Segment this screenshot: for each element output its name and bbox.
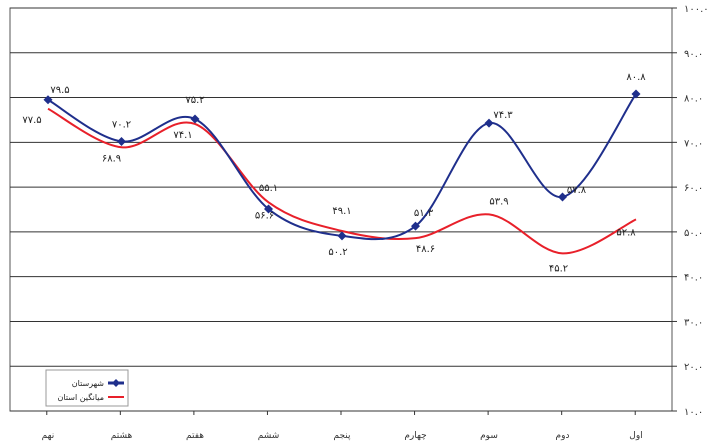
y-tick-label: ۳۰.۰ [684, 317, 703, 328]
data-point [631, 89, 641, 99]
x-tick-label: هفتم [186, 431, 204, 441]
data-point [558, 192, 567, 202]
data-point [411, 221, 420, 231]
x-tick-label: پنجم [333, 431, 351, 441]
y-tick-label: ۸۰.۰ [684, 94, 703, 105]
x-tick-label: هشتم [111, 431, 133, 441]
data-label: ۷۴.۱ [173, 130, 192, 141]
x-tick-label: چهارم [404, 431, 426, 441]
x-tick-label: اول [629, 431, 642, 441]
data-label: ۵۱.۳ [414, 208, 434, 219]
data-label: ۵۲.۸ [616, 227, 636, 238]
data-label: ۷۴.۳ [493, 110, 513, 121]
data-label: ۴۸.۶ [416, 244, 435, 255]
series-line [47, 93, 637, 241]
data-point [117, 136, 126, 146]
data-label: ۶۸.۹ [102, 153, 121, 164]
data-point [43, 95, 53, 105]
data-label: ۴۵.۲ [549, 263, 568, 274]
data-label: ۵۰.۲ [328, 247, 347, 258]
data-label: ۵۵.۱ [259, 183, 278, 194]
data-point [190, 114, 200, 124]
x-axis-ticks: نهم هشتم هفتم ششم پنجم چهارم سوم دوم اول [42, 411, 643, 441]
data-labels: ۷۹.۵ ۷۰.۲ ۷۵.۲ ۵۵.۱ ۴۹.۱ ۵۱.۳ ۷۴.۳ ۵۷.۸ ۸۰.۸ ۷۷.۵… [22, 72, 646, 274]
y-tick-label: ۱۰.۰ [684, 407, 703, 418]
data-label: ۵۳.۹ [489, 196, 508, 207]
y-tick-label: ۱۰۰.۰ [684, 4, 709, 15]
y-axis-ticks: ۱۰.۰ ۲۰.۰ ۳۰.۰ ۴۰.۰ ۵۰.۰ ۶۰.۰ ۷۰.۰ ۸۰.۰ ۹۰.۰ ۱۰۰.… [672, 4, 709, 418]
legend-label-county: شهرستان [72, 379, 105, 388]
data-point [484, 118, 494, 128]
y-tick-label: ۷۰.۰ [684, 138, 703, 149]
data-label: ۷۹.۵ [50, 85, 69, 96]
data-label: ۷۷.۵ [22, 115, 41, 126]
series-lines [47, 93, 637, 255]
legend-label-province-average: میانگین استان [58, 392, 104, 402]
series-markers [43, 89, 641, 241]
data-label: ۷۰.۲ [112, 119, 131, 130]
data-point [264, 204, 273, 214]
y-tick-label: ۵۰.۰ [684, 228, 703, 239]
x-tick-label: دوم [556, 431, 570, 441]
y-tick-label: ۲۰.۰ [684, 362, 703, 373]
x-tick-label: نهم [42, 431, 55, 441]
data-label: ۸۰.۸ [626, 72, 646, 83]
y-tick-label: ۹۰.۰ [684, 49, 703, 60]
x-tick-label: ششم [258, 431, 280, 441]
y-tick-label: ۴۰.۰ [684, 273, 703, 284]
x-tick-label: سوم [480, 431, 498, 441]
data-label: ۷۵.۲ [185, 95, 204, 106]
data-label: ۵۷.۸ [567, 185, 587, 196]
legend-marker-county [112, 379, 120, 387]
y-tick-label: ۶۰.۰ [684, 183, 703, 194]
data-label: ۴۹.۱ [332, 206, 351, 217]
data-point [337, 231, 347, 241]
legend: شهرستان میانگین استان [45, 369, 129, 407]
legend-box [45, 369, 129, 407]
data-label: ۵۶.۶ [255, 210, 274, 221]
series-line [47, 107, 637, 255]
